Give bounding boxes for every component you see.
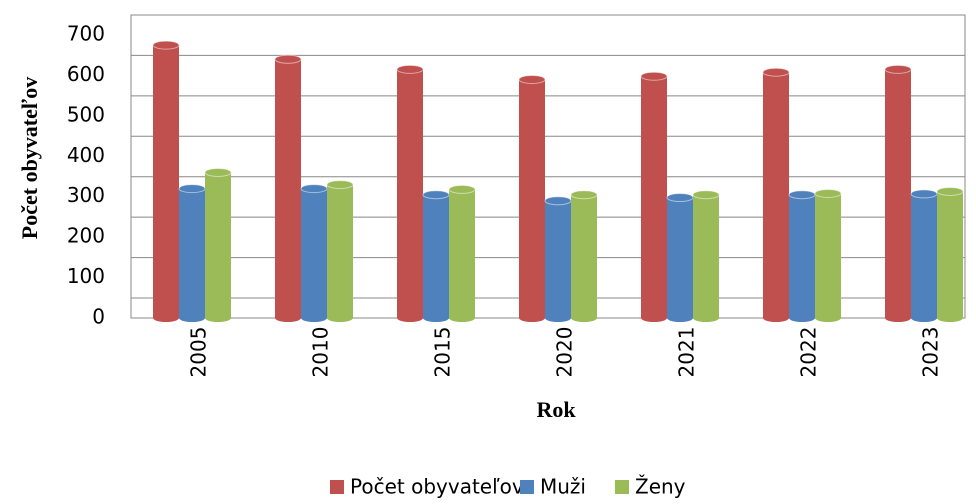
- bar-cap: [448, 184, 476, 194]
- bar-cap: [396, 64, 424, 74]
- bar: [763, 72, 789, 319]
- bar-base: [815, 314, 841, 322]
- bar-cap: [518, 74, 546, 84]
- bar-cap: [570, 190, 598, 200]
- bar-base: [789, 314, 815, 322]
- bar: [571, 194, 597, 318]
- bar-base: [449, 314, 475, 322]
- x-tick-label: 2020: [553, 327, 577, 378]
- bar-cap: [814, 188, 842, 198]
- bar: [275, 59, 301, 318]
- bar-base: [179, 314, 205, 322]
- bar-base: [667, 314, 693, 322]
- bar-cap: [544, 196, 572, 206]
- bar-base: [153, 314, 179, 322]
- y-tick-label: 100: [67, 264, 105, 288]
- x-tick-label: 2023: [919, 327, 943, 378]
- legend-label: Počet obyvateľov: [350, 475, 524, 499]
- y-tick-label: 0: [92, 305, 105, 329]
- y-tick-label: 300: [67, 183, 105, 207]
- bar: [449, 189, 475, 318]
- bar-cap: [422, 190, 450, 200]
- bar: [545, 200, 571, 318]
- y-tick-label: 400: [67, 143, 105, 167]
- bar-cap: [274, 54, 302, 64]
- legend-label: Ženy: [635, 475, 686, 499]
- bar: [667, 197, 693, 318]
- bar-base: [885, 314, 911, 322]
- bar-cap: [178, 184, 206, 194]
- bar-base: [937, 314, 963, 322]
- bar-cap: [640, 71, 668, 81]
- bar: [301, 188, 327, 318]
- bar-cap: [204, 167, 232, 177]
- x-axis-title: Rok: [536, 397, 576, 422]
- bar-base: [301, 314, 327, 322]
- x-tick-label: 2022: [797, 327, 821, 378]
- legend-swatch: [330, 480, 344, 494]
- bar-base: [519, 314, 545, 322]
- bar-cap: [910, 189, 938, 199]
- bar-base: [397, 314, 423, 322]
- y-tick-label: 700: [67, 22, 105, 46]
- x-tick-label: 2015: [431, 327, 455, 378]
- y-axis-title: Počet obyvateľov: [17, 77, 42, 239]
- bar-cap: [884, 64, 912, 74]
- bar-base: [693, 314, 719, 322]
- bar-cap: [326, 180, 354, 190]
- bar: [327, 184, 353, 318]
- bar-base: [911, 314, 937, 322]
- bar: [153, 45, 179, 318]
- bar-cap: [300, 184, 328, 194]
- bar-cap: [762, 67, 790, 77]
- bar-base: [641, 314, 667, 322]
- bar: [937, 191, 963, 318]
- bar: [179, 188, 205, 318]
- bar: [789, 194, 815, 318]
- y-tick-label: 500: [67, 102, 105, 126]
- legend-swatch: [615, 480, 629, 494]
- legend-swatch: [520, 480, 534, 494]
- bar-base: [327, 314, 353, 322]
- bar: [397, 69, 423, 318]
- legend-label: Muži: [540, 475, 586, 499]
- bar: [815, 193, 841, 318]
- x-tick-label: 2010: [309, 327, 333, 378]
- y-tick-label: 200: [67, 224, 105, 248]
- bar: [641, 76, 667, 318]
- bar-cap: [692, 190, 720, 200]
- bar: [911, 193, 937, 318]
- bar: [205, 172, 231, 318]
- bar-base: [423, 314, 449, 322]
- bar-base: [275, 314, 301, 322]
- x-tick-label: 2005: [187, 327, 211, 378]
- bar: [693, 194, 719, 318]
- y-tick-label: 600: [67, 62, 105, 86]
- bar: [423, 194, 449, 318]
- bar: [519, 79, 545, 318]
- bar-cap: [788, 190, 816, 200]
- bar-cap: [936, 186, 964, 196]
- bar-base: [763, 314, 789, 322]
- bar-base: [571, 314, 597, 322]
- bar-base: [545, 314, 571, 322]
- bar: [885, 69, 911, 318]
- bar-cap: [152, 40, 180, 50]
- bar-cap: [666, 193, 694, 203]
- x-tick-label: 2021: [675, 327, 699, 378]
- bar-base: [205, 314, 231, 322]
